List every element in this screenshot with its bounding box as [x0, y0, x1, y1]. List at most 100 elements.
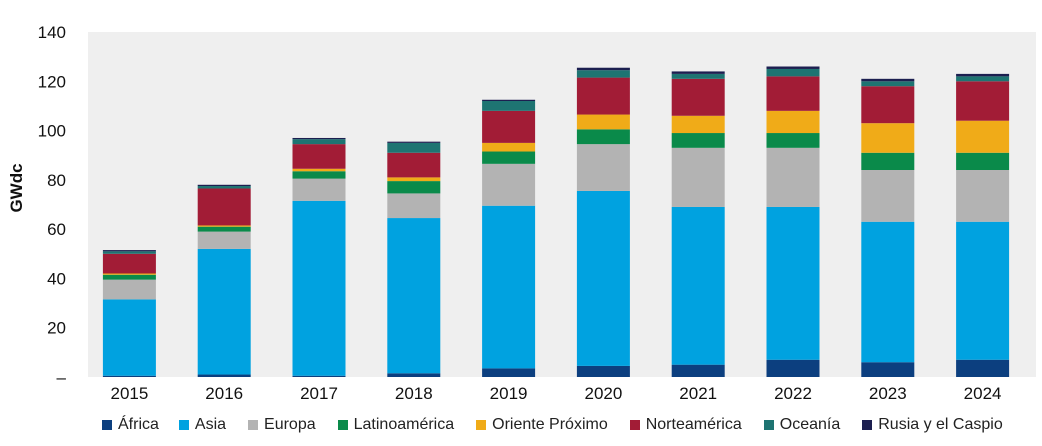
- bar-segment: [766, 133, 820, 148]
- bar-segment: [292, 375, 346, 377]
- bar-segment: [197, 184, 251, 187]
- bar-segment: [576, 144, 630, 191]
- bar-segment: [766, 206, 820, 360]
- y-tick-label: 120: [38, 72, 66, 91]
- legend-label: Oriente Próximo: [492, 416, 608, 433]
- y-axis-label: GWdc: [7, 163, 26, 212]
- bar-segment: [102, 375, 156, 377]
- x-tick-label: 2023: [869, 384, 907, 403]
- bar-segment: [956, 359, 1010, 377]
- bar-segment: [387, 177, 441, 182]
- bar-segment: [197, 186, 251, 189]
- x-tick-label: 2021: [679, 384, 717, 403]
- bar-segment: [482, 163, 536, 206]
- y-tick-label: 40: [47, 269, 66, 288]
- bar-segment: [861, 152, 915, 170]
- legend-swatch: [337, 420, 348, 430]
- bar-segment: [387, 141, 441, 143]
- legend-swatch: [248, 420, 259, 430]
- bar-segment: [671, 115, 725, 134]
- x-tick-label: 2018: [395, 384, 433, 403]
- y-tick-label: 20: [47, 319, 66, 338]
- legend-label: Norteamérica: [645, 416, 742, 433]
- bar-segment: [292, 144, 346, 169]
- x-tick-labels: 2015 2016 2017 2018 2019 2020 2021 2022 2023 2024: [110, 384, 1001, 403]
- bar-segment: [671, 206, 725, 365]
- bar-segment: [671, 73, 725, 79]
- bar-segment: [292, 139, 346, 145]
- bar-segment: [387, 152, 441, 178]
- bar-segment: [671, 364, 725, 377]
- bar-segment: [861, 86, 915, 124]
- legend-item: Oriente Próximo: [476, 416, 608, 434]
- bar-segment: [956, 120, 1010, 153]
- bar-segment: [576, 190, 630, 366]
- bar-segment: [102, 274, 156, 280]
- x-tick-label: 2020: [584, 384, 622, 403]
- bar-segment: [956, 170, 1010, 222]
- bar-segment: [861, 170, 915, 222]
- legend-swatch: [862, 420, 873, 430]
- legend-item: Rusia y el Caspio: [862, 416, 1003, 434]
- legend-label: Oceanía: [779, 416, 841, 433]
- y-tick-labels: 140 120 100 80 60 40 20 –: [38, 23, 67, 387]
- bar-segment: [482, 142, 536, 152]
- bar-segment: [387, 142, 441, 153]
- bar-segment: [766, 359, 820, 377]
- bar-segment: [292, 200, 346, 376]
- legend-item: Asia: [178, 416, 226, 434]
- y-tick-label: –: [57, 368, 67, 387]
- bar-segment: [197, 248, 251, 375]
- bar-segment: [576, 114, 630, 130]
- bar-segment: [956, 152, 1010, 170]
- bar-segment: [292, 137, 346, 140]
- bar-segment: [387, 218, 441, 374]
- bar-segment: [766, 76, 820, 111]
- legend-item: Norteamérica: [629, 416, 742, 434]
- bar-segment: [482, 368, 536, 377]
- legend-item: África: [102, 416, 159, 434]
- legend-swatch: [763, 420, 774, 430]
- x-tick-label: 2019: [490, 384, 528, 403]
- bar-segment: [197, 225, 251, 227]
- bar-segment: [482, 101, 536, 111]
- legend-swatch: [629, 420, 640, 430]
- bar-segment: [671, 71, 725, 74]
- x-tick-label: 2015: [110, 384, 148, 403]
- bar-segment: [197, 226, 251, 232]
- bar-segment: [482, 110, 536, 143]
- bar-segment: [956, 76, 1010, 82]
- bar-segment: [102, 250, 156, 252]
- bar-segment: [387, 373, 441, 377]
- bar-segment: [482, 151, 536, 164]
- bar-segment: [766, 110, 820, 134]
- bar-segment: [102, 299, 156, 376]
- bar-segment: [292, 168, 346, 172]
- x-tick-label: 2022: [774, 384, 812, 403]
- bars: [102, 66, 1010, 377]
- y-tick-label: 140: [38, 23, 66, 42]
- bar-segment: [197, 188, 251, 226]
- legend: África Asia Europa Latinoamérica Oriente Pró…: [102, 412, 1042, 438]
- y-tick-label: 80: [47, 171, 66, 190]
- bar-segment: [576, 70, 630, 78]
- bar-segment: [197, 374, 251, 377]
- x-tick-label: 2024: [964, 384, 1002, 403]
- bar-segment: [861, 362, 915, 377]
- bar-segment: [292, 178, 346, 201]
- bar-segment: [292, 171, 346, 179]
- legend-item: Oceanía: [763, 416, 841, 434]
- bar-segment: [576, 77, 630, 115]
- bar-segment: [861, 78, 915, 82]
- bar-segment: [956, 81, 1010, 121]
- x-tick-label: 2016: [205, 384, 243, 403]
- legend-label: Rusia y el Caspio: [878, 416, 1003, 433]
- legend-label: África: [118, 416, 159, 433]
- bar-segment: [956, 73, 1010, 77]
- bar-segment: [576, 129, 630, 145]
- legend-swatch: [178, 420, 189, 430]
- y-tick-label: 100: [38, 122, 66, 141]
- bar-segment: [482, 99, 536, 101]
- bar-segment: [102, 273, 156, 275]
